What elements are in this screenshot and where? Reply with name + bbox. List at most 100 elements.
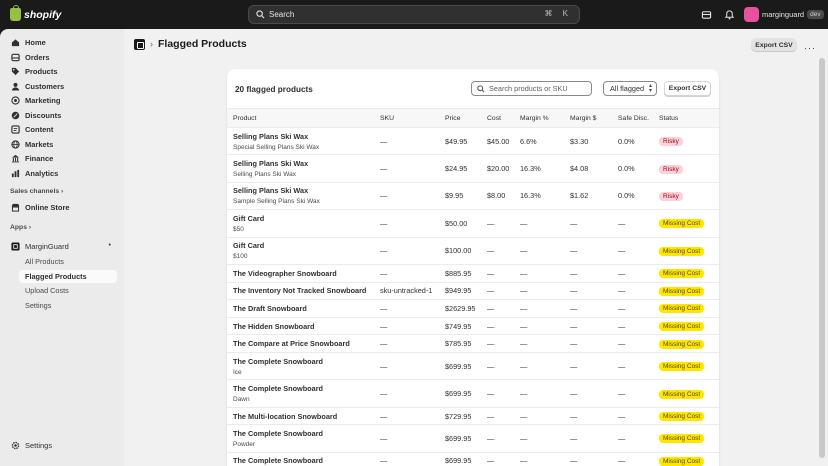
table-row[interactable]: The Complete Snowboard Powder — $699.95— — — —… xyxy=(227,424,719,453)
table-row[interactable]: Selling Plans Ski Wax Selling Plans Ski W… xyxy=(227,154,719,183)
product-name[interactable]: The Compare at Price Snowboard xyxy=(233,339,350,349)
nav-sub-label: Settings xyxy=(25,300,52,310)
table-row[interactable]: The Hidden Snowboard — $749.95— — — — Missing … xyxy=(227,317,719,336)
nav-label: Online Store xyxy=(25,203,70,212)
cost-cell: — xyxy=(481,237,514,265)
product-name[interactable]: Selling Plans Ski Wax xyxy=(233,131,309,141)
variant-name: $50 xyxy=(233,225,244,233)
table-row[interactable]: The Multi-location Snowboard — $729.95— — — —… xyxy=(227,407,719,426)
store-icon[interactable] xyxy=(701,9,712,20)
column-header[interactable]: Status xyxy=(653,108,719,128)
column-header[interactable]: Product xyxy=(227,108,374,128)
nav-home[interactable]: Home xyxy=(6,36,117,49)
nav-discounts[interactable]: Discounts xyxy=(6,109,117,122)
margin-pct-cell: — xyxy=(514,264,564,283)
nav-online-store[interactable]: Online Store xyxy=(6,201,117,214)
product-name[interactable]: Gift Card xyxy=(233,241,265,251)
search-icon xyxy=(477,84,485,93)
cost-cell: $8.00 xyxy=(481,182,514,211)
column-header[interactable]: SKU xyxy=(374,108,439,128)
column-header[interactable]: Cost xyxy=(481,108,514,128)
global-search[interactable]: Search ⌘ K xyxy=(248,5,580,24)
table-row[interactable]: The Videographer Snowboard — $885.95— — — — Mi… xyxy=(227,264,719,283)
card-export-csv-button[interactable]: Export CSV xyxy=(664,81,711,96)
cost-cell: — xyxy=(481,379,514,408)
more-dot-icon[interactable]: • xyxy=(108,242,111,249)
margin-pct-cell: 6.6% xyxy=(514,127,564,156)
product-name[interactable]: The Inventory Not Tracked Snowboard xyxy=(233,286,367,296)
margin-pct-cell: — xyxy=(514,352,564,381)
product-name[interactable]: The Complete Snowboard xyxy=(233,384,323,393)
sales-channels-heading[interactable]: Sales channels › xyxy=(10,188,63,195)
bell-icon[interactable] xyxy=(724,9,735,20)
nav-app-settings[interactable]: Settings xyxy=(19,299,117,312)
nav-content[interactable]: Content xyxy=(6,123,117,136)
status-badge: Missing Cost xyxy=(659,219,705,229)
more-actions-icon[interactable]: ··· xyxy=(804,43,816,53)
margin-usd-cell: — xyxy=(564,379,612,408)
product-name[interactable]: Selling Plans Ski Wax xyxy=(233,186,309,196)
product-name[interactable]: The Multi-location Snowboard xyxy=(233,411,338,421)
product-name[interactable]: The Complete Snowboard xyxy=(233,428,323,438)
dev-badge: dev xyxy=(807,10,824,19)
page-export-csv-button[interactable]: Export CSV xyxy=(751,38,797,52)
inbox-icon xyxy=(11,53,20,61)
nav-flagged-products[interactable]: Flagged Products xyxy=(19,269,117,283)
safe-cell: — xyxy=(612,379,653,408)
nav-products[interactable]: Products xyxy=(6,65,117,78)
product-search-input[interactable] xyxy=(489,84,589,93)
table-row[interactable]: The Compare at Price Snowboard — $785.95— —… xyxy=(227,334,719,353)
column-header[interactable]: Margin % xyxy=(514,108,564,128)
safe-cell: — xyxy=(612,452,653,466)
nav-marketing[interactable]: Marketing xyxy=(6,94,117,107)
product-name[interactable]: The Hidden Snowboard xyxy=(233,321,315,331)
cost-cell: — xyxy=(481,352,514,381)
status-cell: Missing Cost xyxy=(653,282,719,301)
shopify-logo[interactable]: shopify xyxy=(10,5,61,21)
nav-finance[interactable]: Finance xyxy=(6,152,117,165)
nav-analytics[interactable]: Analytics xyxy=(6,167,117,180)
table-row[interactable]: The Draft Snowboard — $2629.95— — — — Missing … xyxy=(227,299,719,318)
nav-all-products[interactable]: All Products xyxy=(19,255,117,268)
price-cell: $699.95 xyxy=(439,352,481,381)
product-name[interactable]: The Complete Snowboard xyxy=(233,456,323,466)
column-header[interactable]: Margin $ xyxy=(564,108,612,128)
nav-sub-label: Upload Costs xyxy=(25,286,69,295)
nav-customers[interactable]: Customers xyxy=(6,80,117,93)
cost-cell: — xyxy=(481,334,514,353)
product-name[interactable]: Selling Plans Ski Wax xyxy=(233,159,309,169)
nav-markets[interactable]: Markets xyxy=(6,138,117,151)
nav-label: Orders xyxy=(25,52,50,62)
page-header: › Flagged Products xyxy=(134,38,247,50)
table-row[interactable]: The Complete Snowboard Dawn — $699.95— — — — Mi… xyxy=(227,379,719,408)
nav-marginguard[interactable]: MarginGuard • xyxy=(6,240,117,253)
search-placeholder: Search xyxy=(269,10,295,19)
table-row[interactable]: The Inventory Not Tracked Snowboard sku-u… xyxy=(227,282,719,301)
status-cell: Missing Cost xyxy=(653,237,719,265)
margin-usd-cell: — xyxy=(564,317,612,336)
product-name[interactable]: The Videographer Snowboard xyxy=(233,268,337,278)
product-search[interactable] xyxy=(471,81,592,96)
product-name[interactable]: The Draft Snowboard xyxy=(233,303,307,313)
apps-heading[interactable]: Apps › xyxy=(10,224,31,231)
table-row[interactable]: Selling Plans Ski Wax Sample Selling Plan… xyxy=(227,182,719,211)
column-header[interactable]: Safe Disc. xyxy=(612,108,653,128)
table-row[interactable]: The Complete Snowboard — $699.95— — — — Missin… xyxy=(227,452,719,466)
table-row[interactable]: Selling Plans Ski Wax Special Selling Pla… xyxy=(227,127,719,156)
nav-settings[interactable]: Settings xyxy=(6,439,117,452)
price-cell: $50.00 xyxy=(439,209,481,238)
column-header[interactable]: Price xyxy=(439,108,481,128)
product-name[interactable]: Gift Card xyxy=(233,213,265,223)
store-switcher[interactable]: marginguard dev xyxy=(744,7,824,22)
nav-orders[interactable]: Orders xyxy=(6,51,117,64)
table-row[interactable]: Gift Card $50— $50.00— — — — Missing Cost xyxy=(227,209,719,238)
product-name[interactable]: The Complete Snowboard xyxy=(233,356,323,366)
scrollbar[interactable] xyxy=(819,58,825,458)
table-row[interactable]: The Complete Snowboard Ice — $699.95— — — — Mis… xyxy=(227,352,719,381)
app-icon[interactable] xyxy=(134,38,145,50)
flag-filter-select[interactable]: All flagged ▴ ▾ xyxy=(603,81,657,96)
nav-upload-costs[interactable]: Upload Costs xyxy=(19,284,117,297)
nav-sub-label: Flagged Products xyxy=(25,271,87,281)
flagged-products-card: 20 flagged products All flagged ▴▾ Expor… xyxy=(227,69,719,466)
table-row[interactable]: Gift Card $100— $100.00— — — — Missing Cost xyxy=(227,237,719,265)
